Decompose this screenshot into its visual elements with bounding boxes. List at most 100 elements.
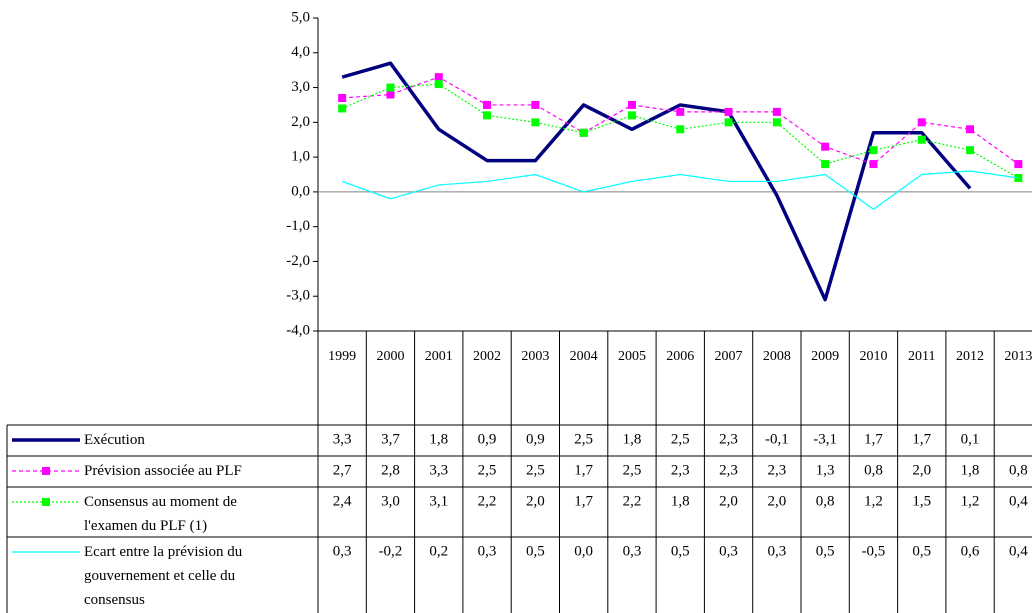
marker xyxy=(917,118,926,127)
table-value: 0,5 xyxy=(671,543,690,559)
table-value: 0,6 xyxy=(961,543,980,559)
table-value: 2,3 xyxy=(719,431,738,447)
table-value: 1,5 xyxy=(912,493,931,509)
table-value: 0,5 xyxy=(526,543,545,559)
marker xyxy=(627,111,636,120)
table-value: 0,5 xyxy=(816,543,835,559)
marker xyxy=(821,142,830,151)
table-value: 2,5 xyxy=(623,462,642,478)
table-value: 1,8 xyxy=(623,431,642,447)
table-value: 0,4 xyxy=(1009,543,1028,559)
x-tick-label: 2003 xyxy=(521,349,549,364)
table-value: -3,1 xyxy=(813,431,837,447)
marker xyxy=(531,118,540,127)
y-tick-label: 0,0 xyxy=(291,183,310,199)
marker xyxy=(676,125,685,134)
table-value: 0,8 xyxy=(1009,462,1028,478)
table-value: 2,0 xyxy=(767,493,786,509)
y-tick-label: -3,0 xyxy=(286,288,310,304)
marker xyxy=(434,80,443,89)
table-value: 2,2 xyxy=(623,493,642,509)
marker xyxy=(917,135,926,144)
marker xyxy=(531,100,540,109)
y-tick-label: 4,0 xyxy=(291,44,310,60)
table-value: 2,3 xyxy=(767,462,786,478)
table-value: 2,2 xyxy=(478,493,497,509)
table-value: 0,0 xyxy=(574,543,593,559)
x-tick-label: 2000 xyxy=(376,349,404,364)
y-tick-label: 1,0 xyxy=(291,149,310,165)
marker xyxy=(724,118,733,127)
legend-label: Consensus au moment de l'examen du PLF (… xyxy=(84,494,237,534)
marker xyxy=(1014,160,1023,169)
table-value: 0,3 xyxy=(767,543,786,559)
marker xyxy=(579,128,588,137)
series-line xyxy=(342,76,1019,165)
y-tick-label: -4,0 xyxy=(286,322,310,338)
y-tick-label: 3,0 xyxy=(291,79,310,95)
table-value: -0,5 xyxy=(862,543,886,559)
table-value: 3,3 xyxy=(429,462,448,478)
series-line xyxy=(341,83,1019,179)
marker xyxy=(483,111,492,120)
y-tick-label: -2,0 xyxy=(286,253,310,269)
table-value: 2,3 xyxy=(719,462,738,478)
marker xyxy=(869,160,878,169)
y-tick-label: 5,0 xyxy=(291,9,310,25)
series-line xyxy=(341,170,1019,210)
legend-marker xyxy=(42,467,50,475)
marker xyxy=(966,146,975,155)
legend-label: Ecart entre la prévision du gouvernement… xyxy=(84,544,243,608)
y-tick-label: 2,0 xyxy=(291,114,310,130)
series-line xyxy=(341,61,972,302)
table-value: 1,8 xyxy=(671,493,690,509)
table-value: 2,5 xyxy=(526,462,545,478)
x-tick-label: 2004 xyxy=(570,349,598,364)
table-value: 0,8 xyxy=(864,462,883,478)
marker xyxy=(676,107,685,116)
table-value: 0,2 xyxy=(429,543,448,559)
x-tick-label: 2001 xyxy=(425,349,453,364)
table-value: -0,2 xyxy=(379,543,403,559)
legend-label-box: Consensus au moment de l'examen du PLF (… xyxy=(84,494,237,534)
table-value: 0,4 xyxy=(1009,493,1028,509)
table-value: 2,5 xyxy=(478,462,497,478)
table-value: 0,9 xyxy=(526,431,545,447)
marker xyxy=(338,93,347,102)
table-value: 2,0 xyxy=(719,493,738,509)
table-value: 2,4 xyxy=(333,493,352,509)
table-value: 2,7 xyxy=(333,462,352,478)
marker xyxy=(434,73,443,82)
marker xyxy=(386,83,395,92)
legend-label-box: Ecart entre la prévision du gouvernement… xyxy=(84,544,243,608)
table-value: 2,3 xyxy=(671,462,690,478)
x-tick-label: 2010 xyxy=(859,349,887,364)
legend-label: Prévision associée au PLF xyxy=(84,463,242,479)
table-value: 0,8 xyxy=(816,493,835,509)
table-value: 0,5 xyxy=(912,543,931,559)
table-value: 3,3 xyxy=(333,431,352,447)
table-value: -0,1 xyxy=(765,431,789,447)
marker xyxy=(386,90,395,99)
table-value: 1,2 xyxy=(864,493,883,509)
table-value: 0,3 xyxy=(623,543,642,559)
x-tick-label: 2011 xyxy=(908,349,935,364)
x-tick-label: 2012 xyxy=(956,349,984,364)
marker xyxy=(772,107,781,116)
table-value: 0,3 xyxy=(478,543,497,559)
x-tick-label: 2013 xyxy=(1004,349,1032,364)
table-value: 0,3 xyxy=(719,543,738,559)
table-value: 2,8 xyxy=(381,462,400,478)
table-value: 0,3 xyxy=(333,543,352,559)
x-tick-label: 2006 xyxy=(666,349,694,364)
table-value: 1,8 xyxy=(961,462,980,478)
x-tick-label: 2005 xyxy=(618,349,646,364)
table-value: 2,5 xyxy=(574,431,593,447)
x-tick-label: 2009 xyxy=(811,349,839,364)
table-value: 1,7 xyxy=(574,462,593,478)
legend-label-box: Exécution xyxy=(84,432,145,448)
table-value: 2,5 xyxy=(671,431,690,447)
table-value: 1,7 xyxy=(912,431,931,447)
table-value: 0,1 xyxy=(961,431,980,447)
table-value: 3,1 xyxy=(429,493,448,509)
